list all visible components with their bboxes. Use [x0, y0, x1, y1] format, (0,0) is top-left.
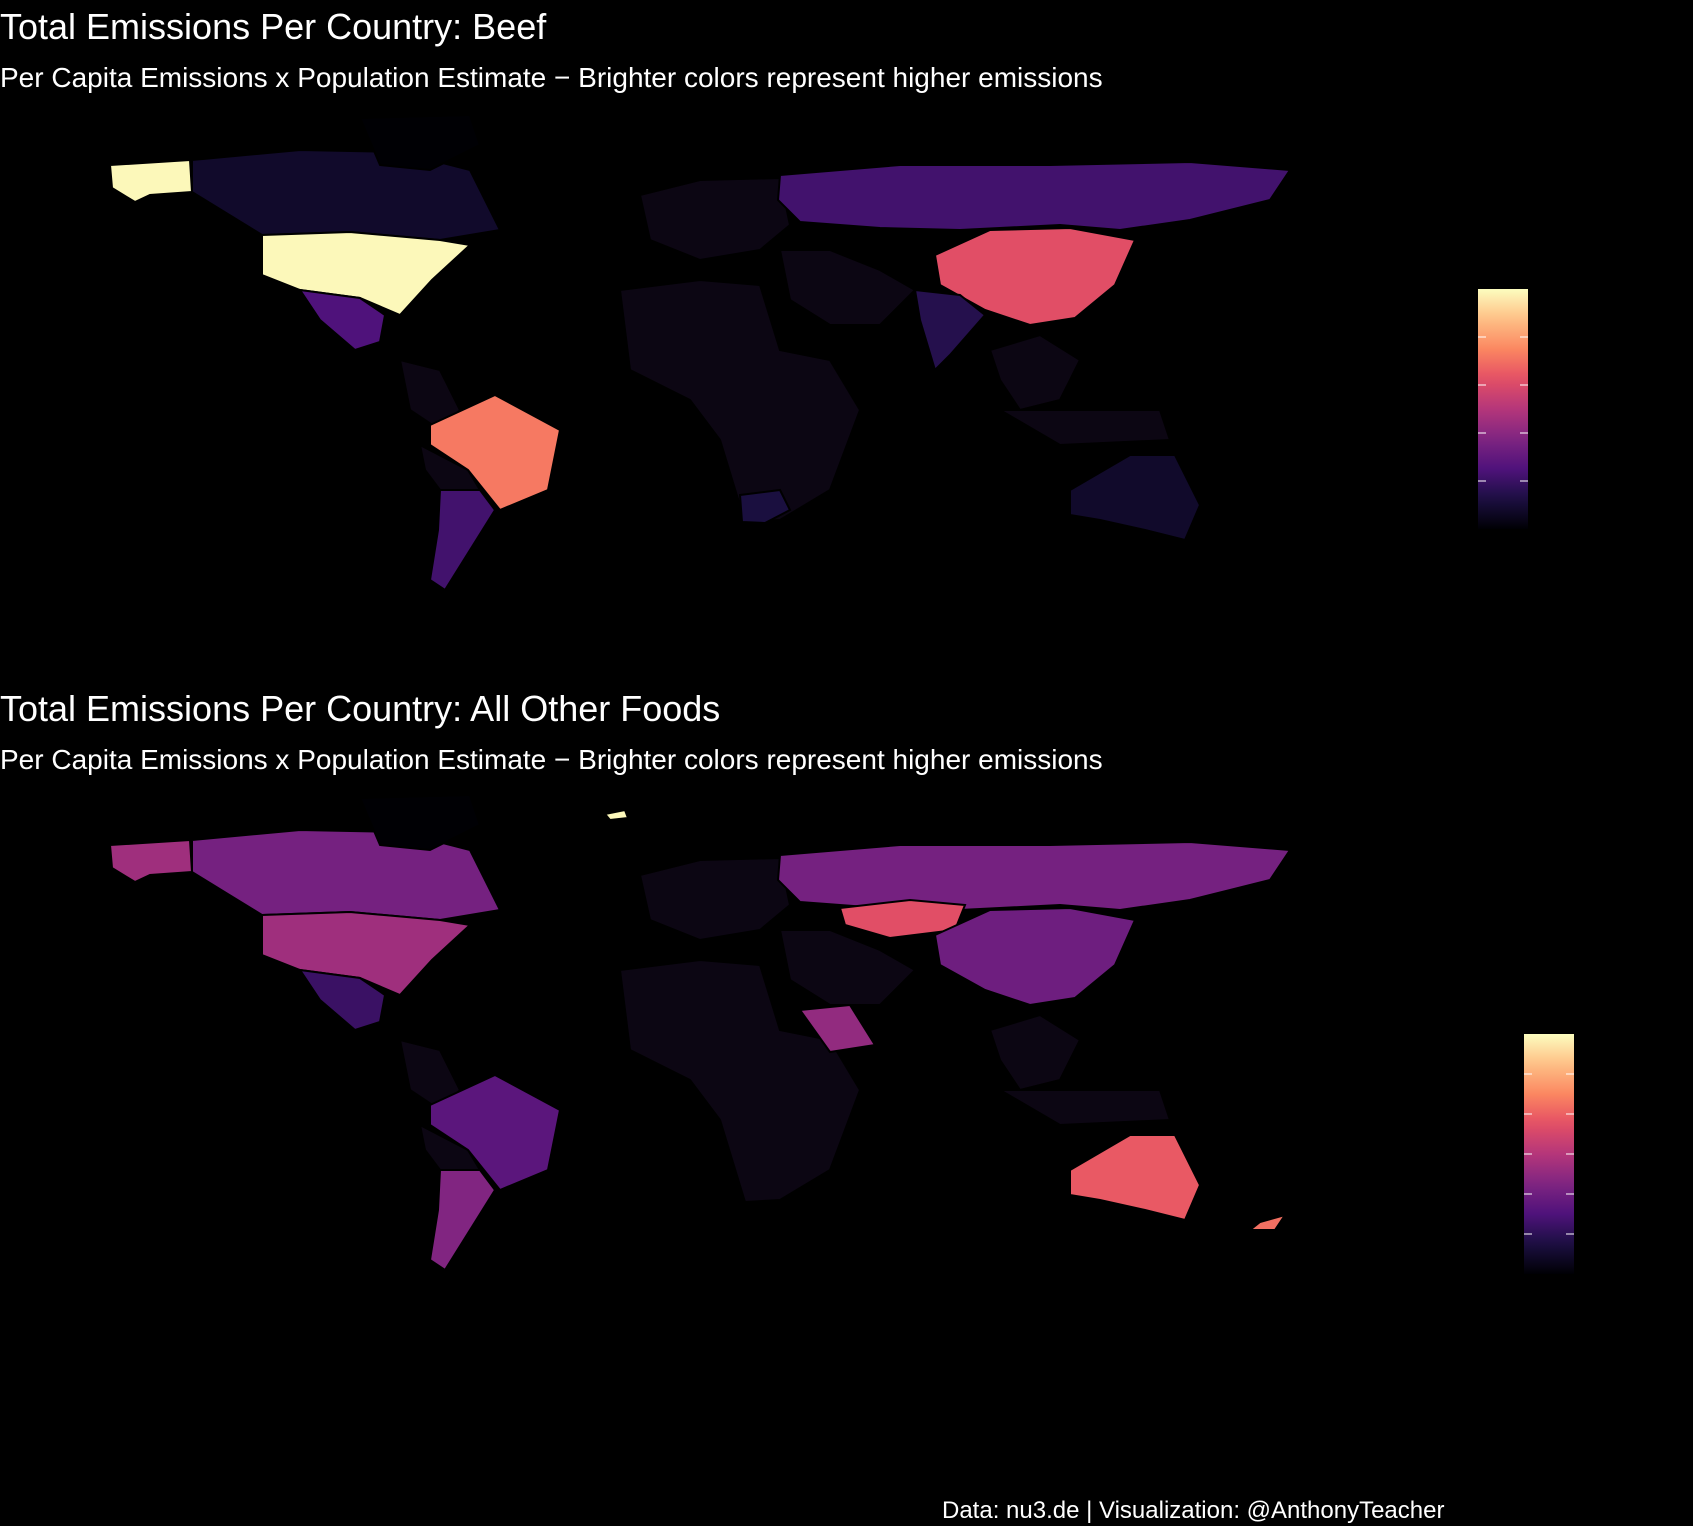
land-mass: [988, 1013, 1082, 1092]
country-south-africa: [738, 488, 792, 525]
land-mass: [638, 856, 792, 942]
panel-2-title: Total Emissions Per Country: All Other F…: [0, 688, 721, 729]
land-mass: [618, 958, 862, 1204]
land-mass: [638, 176, 792, 262]
country-mexico: [297, 288, 387, 352]
country-china: [933, 906, 1137, 1007]
country-argentina: [428, 1169, 497, 1272]
country-australia: [1069, 1134, 1202, 1222]
country-brazil: [429, 393, 562, 512]
country-australia: [1069, 454, 1202, 542]
land-mass: [988, 333, 1082, 412]
country-alaska-usa: [108, 838, 194, 884]
country-united-states: [261, 910, 473, 997]
legend-color-bar: [1524, 1034, 1574, 1274]
country-canada: [191, 148, 502, 242]
country-mexico: [297, 968, 387, 1032]
country-greenland: [358, 113, 482, 172]
country-canada: [191, 828, 502, 922]
country-alaska-usa: [108, 158, 194, 204]
land-mass: [996, 409, 1172, 447]
land-mass: [778, 249, 917, 326]
country-russia: [776, 840, 1292, 912]
panel-1-subtitle: Per Capita Emissions x Population Estima…: [0, 62, 1103, 93]
legend-color-bar: [1478, 289, 1528, 529]
country-argentina: [428, 489, 497, 592]
panel-2-world-map: [108, 793, 1292, 1272]
land-mass: [618, 278, 862, 524]
country-india: [913, 288, 987, 372]
country-russia: [776, 160, 1292, 232]
land-mass: [778, 929, 917, 1006]
panel-1-color-legend: [1478, 289, 1528, 529]
panel-2-subtitle: Per Capita Emissions x Population Estima…: [0, 744, 1103, 775]
country-new-zealand: [1247, 1213, 1288, 1231]
country-iceland: [603, 808, 630, 822]
panel-1-title: Total Emissions Per Country: Beef: [0, 6, 547, 47]
country-united-states: [261, 230, 473, 317]
land-mass: [996, 1089, 1172, 1127]
country-saudi-arabia: [798, 1003, 877, 1054]
country-greenland: [358, 793, 482, 852]
panel-1-world-map: [108, 113, 1292, 592]
country-brazil: [429, 1073, 562, 1192]
panel-2-color-legend: [1524, 1034, 1574, 1274]
caption: Data: nu3.de | Visualization: @AnthonyTe…: [942, 1497, 1445, 1524]
